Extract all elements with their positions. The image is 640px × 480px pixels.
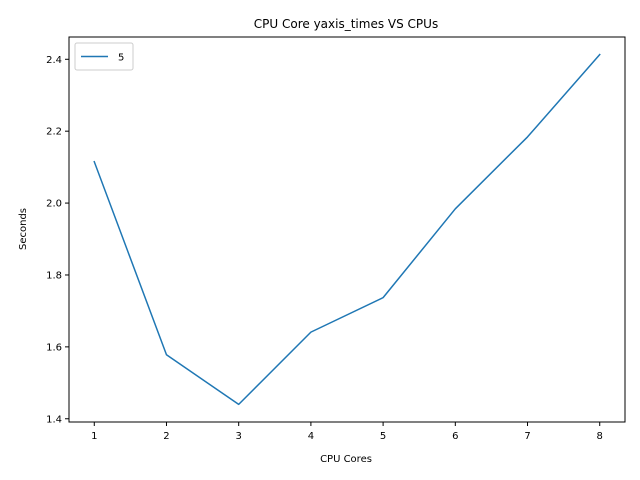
x-axis-label: CPU Cores <box>320 454 372 465</box>
axes-frame <box>68 36 626 423</box>
x-tick-label: 6 <box>452 431 458 442</box>
x-tick-label: 2 <box>163 431 169 442</box>
y-tick-label: 2.2 <box>46 127 62 138</box>
x-tick-label: 4 <box>308 431 314 442</box>
x-tick-label: 1 <box>91 431 97 442</box>
x-tick-label: 7 <box>524 431 530 442</box>
y-tick-label: 1.4 <box>46 414 62 425</box>
x-tick-label: 8 <box>597 431 603 442</box>
y-tick-label: 1.8 <box>46 270 62 281</box>
y-tick-label: 2.0 <box>46 199 62 210</box>
series-layer <box>93 53 601 406</box>
y-tick-label: 2.4 <box>46 55 62 66</box>
legend: 5 <box>74 42 134 71</box>
x-tick-label: 3 <box>236 431 242 442</box>
chart-title: CPU Core yaxis_times VS CPUs <box>254 17 438 31</box>
x-axis-ticks: 1 2 3 4 5 6 7 8 <box>91 422 603 442</box>
y-tick-label: 1.6 <box>46 342 62 353</box>
series-line-5 <box>93 53 601 406</box>
y-axis-ticks: 1.4 1.6 1.8 2.0 2.2 2.4 <box>46 55 69 425</box>
x-tick-label: 5 <box>380 431 386 442</box>
y-axis-label: Seconds <box>18 208 29 250</box>
legend-series-label: 5 <box>118 53 124 64</box>
